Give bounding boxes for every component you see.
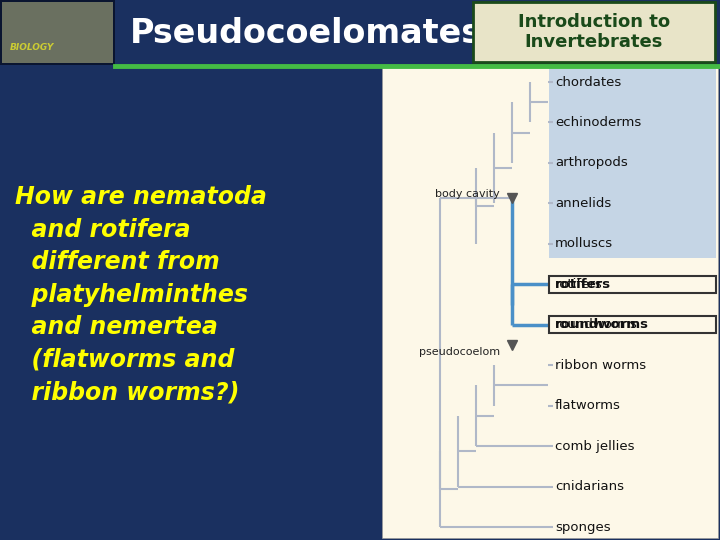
Text: roundworms: roundworms — [555, 318, 649, 331]
Text: ribbon worms: ribbon worms — [555, 359, 646, 372]
Text: rotifers: rotifers — [555, 278, 603, 291]
Text: Introduction to
Invertebrates: Introduction to Invertebrates — [518, 12, 670, 51]
Text: comb jellies: comb jellies — [555, 440, 634, 453]
Bar — [549, 276, 716, 293]
Text: How are nematoda
  and rotifera
  different from
  platyhelminthes
  and nemerte: How are nematoda and rotifera different … — [15, 185, 267, 404]
Text: molluscs: molluscs — [555, 237, 613, 251]
Bar — [473, 2, 715, 62]
Bar — [382, 66, 718, 538]
Bar — [2, 2, 113, 63]
Text: flatworms: flatworms — [555, 399, 621, 412]
Text: arthropods: arthropods — [555, 157, 628, 170]
Bar — [0, 0, 115, 65]
Text: chordates: chordates — [555, 76, 621, 89]
Text: BIOLOGY: BIOLOGY — [10, 43, 55, 52]
Text: roundworms: roundworms — [555, 318, 638, 331]
Text: Pseudocoelomates: Pseudocoelomates — [130, 17, 482, 50]
Text: body cavity: body cavity — [436, 190, 500, 199]
Text: pseudocoelom: pseudocoelom — [419, 347, 500, 357]
Text: annelids: annelids — [555, 197, 611, 210]
Text: cnidarians: cnidarians — [555, 480, 624, 493]
Bar — [549, 68, 716, 258]
Text: sponges: sponges — [555, 521, 611, 534]
Text: rotifers: rotifers — [555, 278, 611, 291]
Text: echinoderms: echinoderms — [555, 116, 642, 129]
Bar — [549, 316, 716, 333]
